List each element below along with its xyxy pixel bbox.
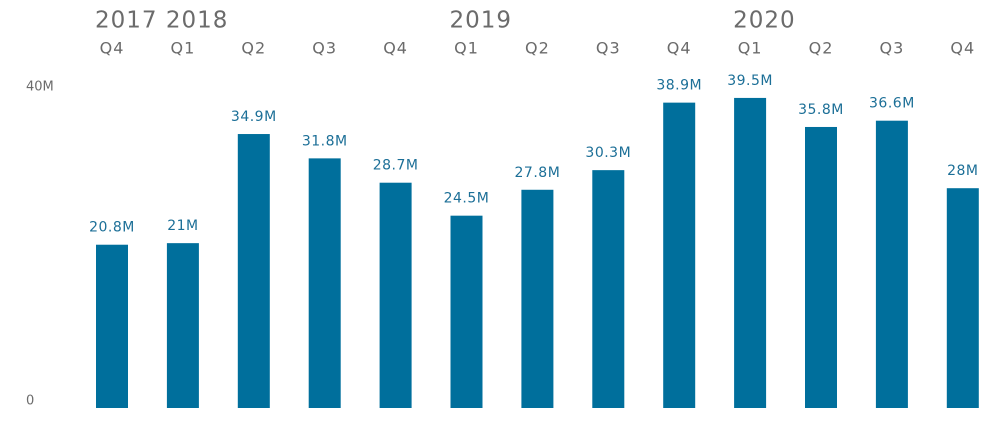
- data-label: 30.3M: [585, 145, 631, 161]
- data-label: 21M: [167, 218, 198, 234]
- x-tick-label: Q1: [171, 39, 196, 58]
- bar: [946, 188, 979, 408]
- year-label: 2020: [733, 8, 796, 34]
- bar: [521, 189, 554, 408]
- x-tick-label: Q3: [312, 39, 337, 58]
- bar: [450, 215, 483, 408]
- x-tick-label: Q2: [525, 39, 550, 58]
- x-tick-label: Q4: [667, 39, 692, 58]
- bar: [96, 244, 128, 408]
- x-tick-label: Q2: [809, 39, 834, 58]
- year-label: 2017: [95, 8, 158, 34]
- bar: [308, 158, 341, 408]
- bar: [734, 97, 767, 409]
- data-label: 28.7M: [373, 158, 419, 174]
- y-tick-label: 40M: [26, 80, 54, 95]
- x-tick-label: Q4: [950, 39, 975, 58]
- year-label: 2019: [450, 8, 513, 34]
- data-label: 27.8M: [515, 165, 561, 181]
- x-tick-label: Q4: [100, 39, 125, 58]
- y-tick-label: 0: [26, 394, 34, 409]
- bar: [379, 182, 412, 408]
- data-label: 35.8M: [798, 102, 844, 118]
- data-label: 39.5M: [727, 73, 773, 89]
- data-label: 24.5M: [444, 191, 490, 207]
- year-label: 2018: [166, 8, 229, 34]
- data-label: 38.9M: [656, 78, 702, 94]
- data-label: 34.9M: [231, 109, 277, 125]
- bar: [875, 120, 908, 408]
- bar: [663, 102, 696, 408]
- bar: [166, 243, 199, 408]
- data-label: 28M: [947, 163, 978, 179]
- x-tick-label: Q4: [383, 39, 408, 58]
- data-label: 31.8M: [302, 133, 348, 149]
- x-tick-label: Q3: [596, 39, 621, 58]
- x-tick-label: Q2: [241, 39, 266, 58]
- data-label: 20.8M: [89, 220, 135, 236]
- bar: [592, 170, 625, 408]
- x-tick-label: Q1: [454, 39, 479, 58]
- x-tick-label: Q1: [738, 39, 763, 58]
- data-label: 36.6M: [869, 96, 915, 112]
- bar: [237, 134, 270, 408]
- bar: [805, 126, 837, 408]
- x-tick-label: Q3: [880, 39, 905, 58]
